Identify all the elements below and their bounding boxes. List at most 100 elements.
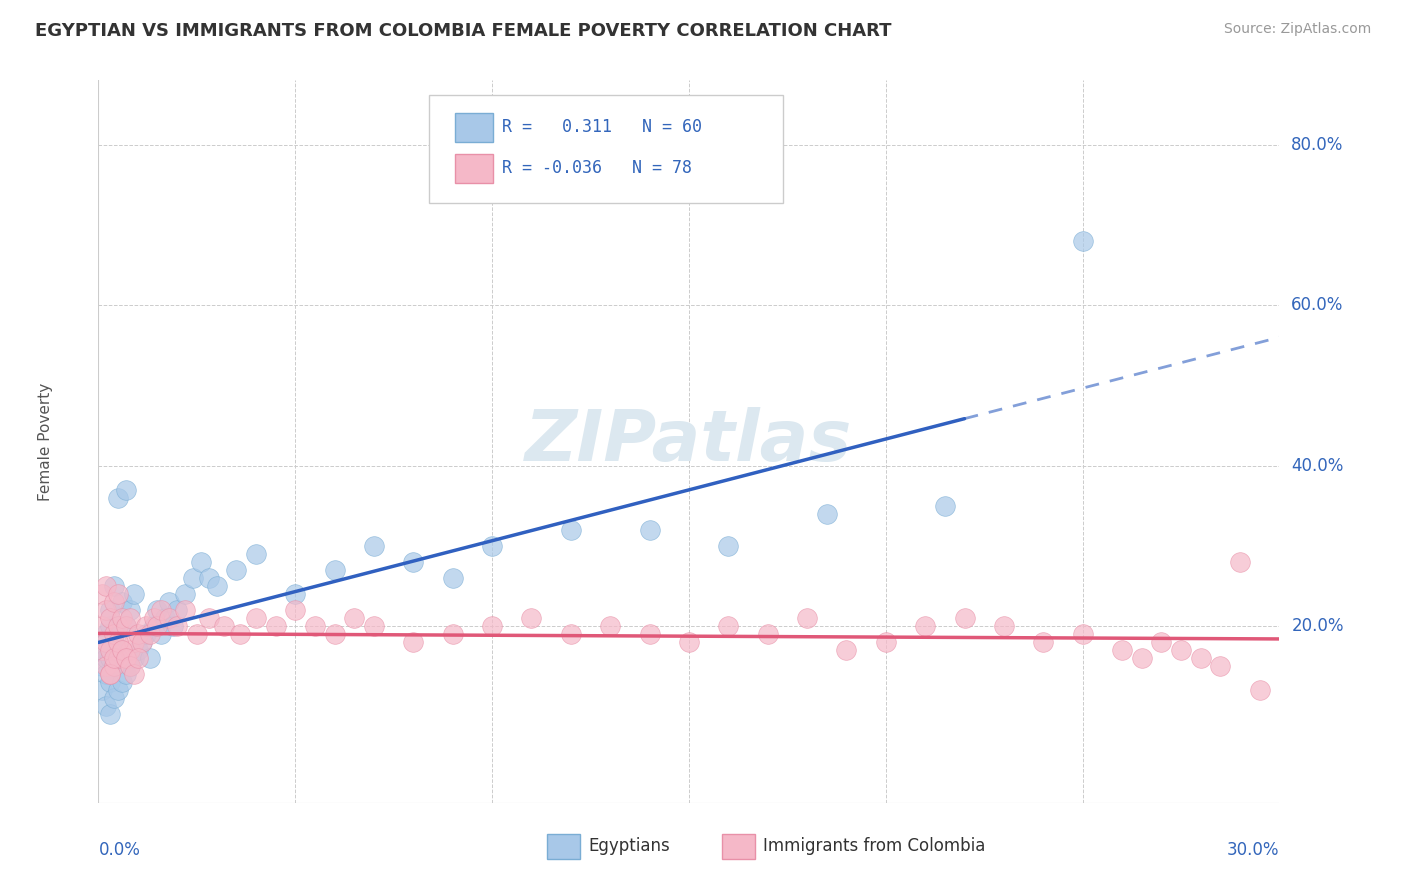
Point: [284, 587, 307, 601]
Point: [91, 683, 114, 698]
Point: [115, 619, 138, 633]
Text: EGYPTIAN VS IMMIGRANTS FROM COLOMBIA FEMALE POVERTY CORRELATION CHART: EGYPTIAN VS IMMIGRANTS FROM COLOMBIA FEM…: [35, 22, 891, 40]
Point: [111, 595, 134, 609]
Point: [835, 643, 858, 657]
Text: 40.0%: 40.0%: [1291, 457, 1344, 475]
Point: [914, 619, 936, 633]
Point: [118, 611, 141, 625]
Point: [115, 651, 138, 665]
Point: [127, 651, 149, 665]
Text: Immigrants from Colombia: Immigrants from Colombia: [763, 838, 986, 855]
Text: R = -0.036   N = 78: R = -0.036 N = 78: [502, 160, 692, 178]
Point: [107, 651, 129, 665]
Point: [343, 611, 366, 625]
Point: [111, 611, 134, 625]
Point: [934, 499, 956, 513]
Point: [91, 659, 114, 673]
Point: [323, 627, 346, 641]
Text: 30.0%: 30.0%: [1227, 841, 1279, 859]
Text: 0.0%: 0.0%: [98, 841, 141, 859]
Point: [91, 587, 114, 601]
Point: [111, 643, 134, 657]
Point: [111, 675, 134, 690]
Point: [98, 619, 121, 633]
Point: [441, 571, 464, 585]
Point: [115, 619, 138, 633]
Point: [150, 603, 173, 617]
Point: [264, 619, 287, 633]
Point: [186, 627, 208, 641]
Point: [115, 651, 138, 665]
Point: [135, 619, 157, 633]
Point: [756, 627, 779, 641]
Point: [1209, 659, 1232, 673]
Point: [98, 675, 121, 690]
Point: [197, 571, 219, 585]
Point: [1130, 651, 1153, 665]
Point: [717, 539, 740, 553]
Point: [122, 635, 145, 649]
Point: [96, 603, 118, 617]
Point: [599, 619, 621, 633]
Point: [96, 699, 118, 714]
Point: [1032, 635, 1054, 649]
Point: [717, 619, 740, 633]
Point: [138, 627, 160, 641]
Point: [103, 691, 125, 706]
Point: [96, 659, 118, 673]
Bar: [456, 112, 494, 142]
Point: [1071, 234, 1094, 248]
Point: [229, 627, 252, 641]
Point: [402, 635, 425, 649]
Point: [197, 611, 219, 625]
Point: [103, 595, 125, 609]
Point: [107, 587, 129, 601]
Point: [174, 603, 197, 617]
Point: [103, 651, 125, 665]
Point: [96, 667, 118, 681]
Point: [115, 667, 138, 681]
Text: ZIPatlas: ZIPatlas: [526, 407, 852, 476]
Point: [953, 611, 976, 625]
Point: [1249, 683, 1271, 698]
Point: [1189, 651, 1212, 665]
Point: [111, 643, 134, 657]
Point: [245, 547, 267, 561]
Point: [107, 651, 129, 665]
Point: [402, 555, 425, 569]
Point: [796, 611, 818, 625]
Text: Source: ZipAtlas.com: Source: ZipAtlas.com: [1223, 22, 1371, 37]
Point: [122, 587, 145, 601]
Point: [157, 611, 180, 625]
Point: [875, 635, 897, 649]
Point: [993, 619, 1015, 633]
Point: [520, 611, 543, 625]
Point: [323, 563, 346, 577]
Point: [1229, 555, 1251, 569]
Point: [98, 667, 121, 681]
Point: [98, 603, 121, 617]
Text: Egyptians: Egyptians: [589, 838, 671, 855]
Point: [122, 651, 145, 665]
Point: [122, 667, 145, 681]
Point: [214, 619, 236, 633]
Point: [181, 571, 204, 585]
Point: [157, 595, 180, 609]
Point: [98, 643, 121, 657]
Point: [98, 611, 121, 625]
Point: [135, 627, 157, 641]
Text: 20.0%: 20.0%: [1291, 617, 1344, 635]
Point: [638, 627, 661, 641]
Bar: [547, 834, 581, 859]
Point: [638, 523, 661, 537]
Point: [131, 635, 153, 649]
Text: 60.0%: 60.0%: [1291, 296, 1344, 314]
Point: [481, 539, 503, 553]
Point: [98, 651, 121, 665]
Point: [678, 635, 700, 649]
Point: [225, 563, 247, 577]
Point: [103, 627, 125, 641]
Point: [111, 643, 134, 657]
Point: [103, 635, 125, 649]
Bar: [723, 834, 755, 859]
